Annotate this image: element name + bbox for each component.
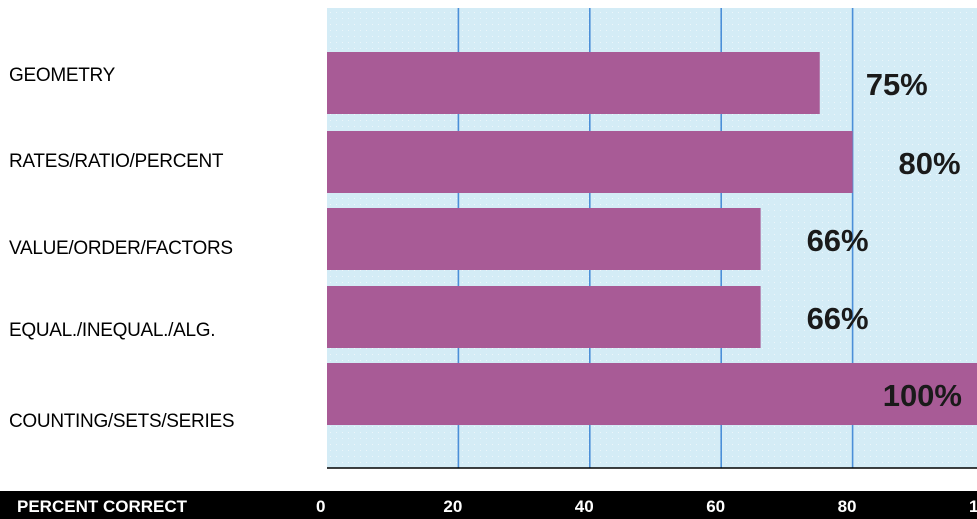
bar (327, 363, 977, 425)
bars (327, 52, 977, 425)
data-labels: 75% 80% 66% 66% 100% (807, 67, 962, 413)
x-tick-label: 100 (969, 497, 977, 516)
category-label: RATES/RATIO/PERCENT (9, 151, 224, 172)
data-label: 66% (807, 223, 869, 258)
bar (327, 131, 853, 193)
data-label: 75% (866, 67, 928, 102)
x-tick-label: 60 (706, 497, 725, 516)
x-tick-label: 0 (316, 497, 325, 516)
category-label: COUNTING/SETS/SERIES (9, 411, 234, 432)
category-label: EQUAL./INEQUAL./ALG. (9, 320, 215, 341)
bar (327, 52, 820, 114)
category-labels: GEOMETRY RATES/RATIO/PERCENT VALUE/ORDER/F… (9, 65, 235, 432)
bar (327, 286, 761, 348)
x-tick-labels: 0 20 40 60 80 100 (316, 497, 977, 516)
data-label: 80% (899, 146, 961, 181)
bar (327, 208, 761, 270)
x-tick-label: 80 (838, 497, 857, 516)
category-label: GEOMETRY (9, 65, 116, 86)
data-label: 66% (807, 301, 869, 336)
x-tick-label: 20 (443, 497, 462, 516)
x-axis-band (0, 491, 977, 519)
x-axis-title: PERCENT CORRECT (17, 497, 188, 516)
x-tick-label: 40 (575, 497, 594, 516)
data-label: 100% (883, 378, 962, 413)
category-label: VALUE/ORDER/FACTORS (9, 238, 233, 259)
